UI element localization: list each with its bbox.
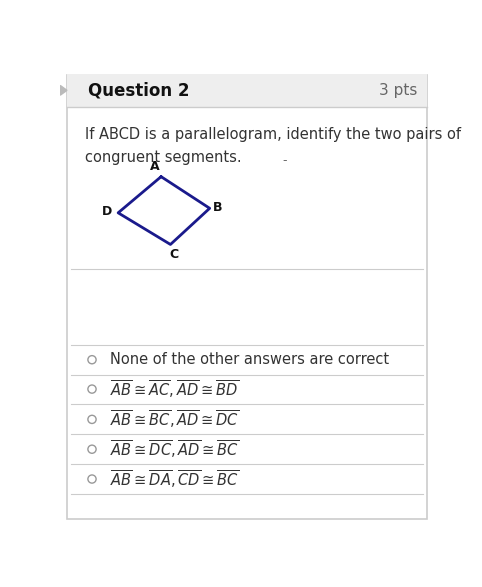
Text: $\overline{AB} \cong \overline{DA},\overline{CD} \cong \overline{BC}$: $\overline{AB} \cong \overline{DA},\over… (110, 468, 239, 490)
Text: -: - (282, 154, 287, 167)
Text: $\overline{AB} \cong \overline{AC},\overline{AD} \cong \overline{BD}$: $\overline{AB} \cong \overline{AC},\over… (110, 378, 239, 400)
Polygon shape (60, 86, 67, 95)
Text: Question 2: Question 2 (88, 82, 190, 99)
Text: 3 pts: 3 pts (379, 83, 417, 98)
Text: A: A (149, 160, 159, 173)
Text: C: C (170, 248, 179, 261)
Text: D: D (102, 205, 112, 218)
Text: $\overline{AB} \cong \overline{BC},\overline{AD} \cong \overline{DC}$: $\overline{AB} \cong \overline{BC},\over… (110, 409, 239, 430)
Text: $\overline{AB} \cong \overline{DC},\overline{AD} \cong \overline{BC}$: $\overline{AB} \cong \overline{DC},\over… (110, 438, 239, 460)
Bar (67, 74, 428, 107)
Text: If ABCD is a parallelogram, identify the two pairs of: If ABCD is a parallelogram, identify the… (84, 127, 460, 142)
Text: None of the other answers are correct: None of the other answers are correct (110, 352, 389, 367)
FancyBboxPatch shape (67, 75, 428, 519)
Text: B: B (213, 201, 223, 214)
Text: congruent segments.: congruent segments. (84, 150, 241, 166)
